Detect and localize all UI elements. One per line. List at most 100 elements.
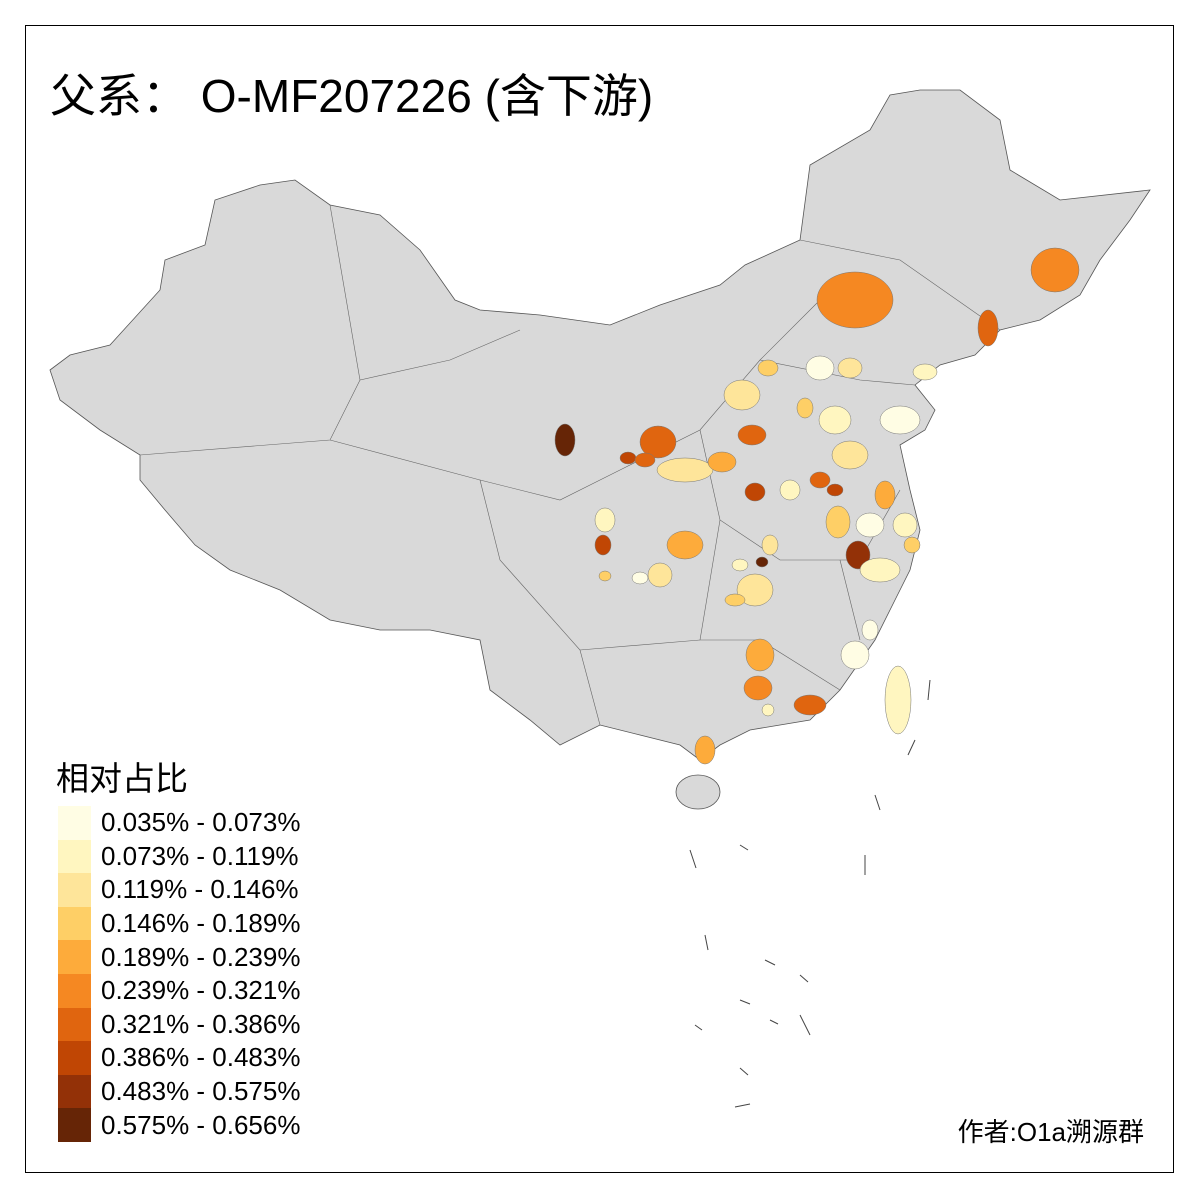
region-shaded <box>724 593 746 607</box>
region-shaded <box>639 425 677 459</box>
region-shaded <box>723 379 761 411</box>
legend-swatch <box>58 906 91 941</box>
legend-swatch <box>58 873 91 907</box>
region-shaded <box>855 512 885 538</box>
legend-swatch <box>58 1074 91 1109</box>
island-mark <box>769 1019 779 1025</box>
island-mark <box>739 999 751 1005</box>
region-shaded <box>879 405 921 435</box>
region-shaded <box>831 440 869 470</box>
island-mark <box>799 974 809 983</box>
region-shaded <box>845 540 871 570</box>
island-mark <box>799 1014 811 1036</box>
island-mark <box>907 739 916 756</box>
region-shaded <box>598 570 612 582</box>
region-shaded <box>912 363 938 381</box>
region-shaded <box>647 562 673 588</box>
legend-title: 相对占比 <box>56 759 188 798</box>
legend-swatch <box>58 806 91 840</box>
region-shaded <box>840 640 870 670</box>
island-mark <box>689 849 697 869</box>
region-shaded <box>874 480 896 510</box>
region-shaded <box>809 471 831 489</box>
author-credit: 作者:O1a溯源群 <box>957 1117 1144 1147</box>
region-shaded <box>818 405 852 435</box>
map-title: 父系： O-MF207226 (含下游) <box>50 70 654 122</box>
legend: 0.035% - 0.073% 0.073% - 0.119% 0.119% - 0… <box>58 806 300 1142</box>
region-shaded <box>884 665 912 735</box>
legend-item: 0.321% - 0.386% <box>58 1007 301 1042</box>
region-shaded <box>779 479 801 501</box>
province-border <box>699 519 841 691</box>
region-shaded <box>796 397 814 419</box>
region-shaded <box>594 534 612 556</box>
province-border <box>329 439 621 501</box>
island-mark <box>739 1067 749 1076</box>
legend-swatch <box>58 1041 91 1075</box>
china-mainland <box>49 89 1151 761</box>
legend-item: 0.146% - 0.189% <box>58 906 301 941</box>
region-shaded <box>825 505 851 539</box>
legend-item: 0.035% - 0.073% <box>58 806 300 840</box>
legend-swatch <box>58 940 91 974</box>
region-shaded <box>816 271 894 329</box>
legend-label: 0.073% - 0.119% <box>101 840 299 871</box>
region-shaded <box>694 735 716 765</box>
region-shaded <box>631 571 649 585</box>
region-shaded <box>761 534 779 556</box>
legend-label: 0.035% - 0.073% <box>101 807 301 838</box>
province-border <box>479 479 601 726</box>
region-shaded <box>837 357 863 379</box>
region-shaded <box>977 309 999 347</box>
region-shaded <box>826 483 844 497</box>
legend-item: 0.119% - 0.146% <box>58 873 300 907</box>
legend-label: 0.575% - 0.656% <box>101 1109 301 1140</box>
region-shaded <box>554 423 576 457</box>
region-shaded <box>861 619 879 641</box>
island-mark <box>694 1024 703 1031</box>
hainan-island <box>675 774 721 810</box>
region-shaded <box>656 457 714 483</box>
region-shaded <box>743 675 773 701</box>
island-mark <box>927 679 931 701</box>
region-shaded <box>731 558 749 572</box>
region-shaded <box>594 507 616 533</box>
region-shaded <box>634 452 656 468</box>
legend-label: 0.239% - 0.321% <box>101 975 301 1006</box>
region-shaded <box>666 530 704 560</box>
region-shaded <box>744 482 766 502</box>
legend-swatch <box>58 839 91 874</box>
region-shaded <box>707 451 737 473</box>
island-mark <box>764 959 776 966</box>
region-shaded <box>755 556 769 568</box>
region-shaded <box>903 536 921 554</box>
legend-label: 0.189% - 0.239% <box>101 941 301 972</box>
province-border <box>579 639 701 651</box>
legend-label: 0.321% - 0.386% <box>101 1008 301 1039</box>
region-shaded <box>805 355 835 381</box>
province-border <box>329 204 521 381</box>
legend-item: 0.189% - 0.239% <box>58 940 300 974</box>
legend-label: 0.119% - 0.146% <box>101 874 299 905</box>
island-mark <box>734 1103 751 1108</box>
region-shaded <box>892 512 918 538</box>
map-regions <box>554 247 1080 765</box>
legend-label: 0.386% - 0.483% <box>101 1042 301 1073</box>
island-mark <box>739 844 749 851</box>
province-border <box>759 359 916 386</box>
legend-swatch <box>58 1007 91 1042</box>
legend-label: 0.146% - 0.189% <box>101 908 301 939</box>
island-mark <box>874 794 881 811</box>
legend-item: 0.386% - 0.483% <box>58 1041 300 1075</box>
region-shaded <box>745 638 775 672</box>
region-shaded <box>619 451 637 465</box>
map-frame <box>25 25 1174 1173</box>
province-border <box>799 239 1001 331</box>
region-shaded <box>1030 247 1080 293</box>
legend-label: 0.483% - 0.575% <box>101 1076 301 1107</box>
legend-swatch <box>58 1108 91 1142</box>
legend-item: 0.239% - 0.321% <box>58 973 301 1008</box>
island-mark <box>704 934 709 951</box>
region-shaded <box>793 694 827 716</box>
